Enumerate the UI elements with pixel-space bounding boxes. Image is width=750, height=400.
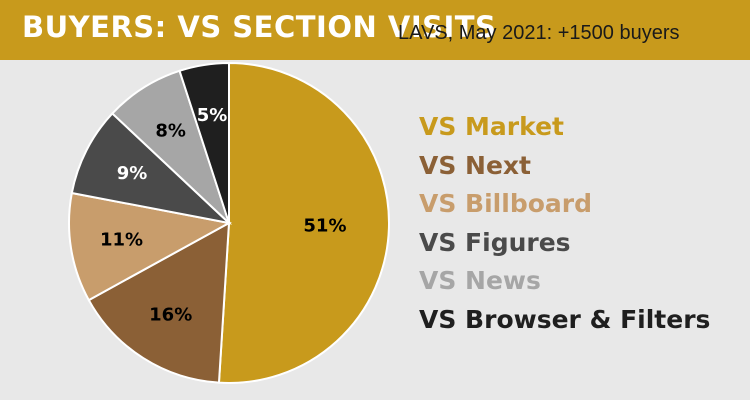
slice-label-0: 51% — [303, 216, 346, 237]
legend-entry-3: VS Figures — [419, 227, 571, 257]
header-bar: BUYERS: VS SECTION VISITS LAVS, May 2021… — [0, 0, 750, 60]
pie-slice-1 — [87, 221, 231, 384]
chart-subtitle: LAVS, May 2021: +1500 buyers — [398, 22, 680, 44]
slice-label-4: 8% — [155, 121, 186, 142]
pie-slice-5 — [178, 61, 230, 224]
chart-title: BUYERS: VS SECTION VISITS — [22, 10, 497, 44]
legend-entry-2: VS Billboard — [419, 189, 592, 218]
slice-label-5: 5% — [197, 105, 228, 126]
legend-entry-5: VS Browser & Filters — [419, 304, 711, 334]
legend-entry-4: VS News — [419, 266, 541, 295]
pie-slice-0 — [217, 61, 391, 384]
legend: VS Market VS Next VS Billboard VS Figures VS… — [419, 108, 710, 339]
slice-label-2: 11% — [100, 230, 143, 251]
slice-label-1: 16% — [149, 304, 192, 325]
pie-slice-3 — [70, 112, 233, 225]
slice-label-3: 9% — [117, 163, 148, 184]
pie-slice-2 — [68, 191, 232, 302]
pie-chart: 51% 16% 11% 9% 8% 5% — [68, 61, 391, 384]
legend-entry-0: VS Market — [419, 112, 564, 141]
legend-entry-1: VS Next — [419, 150, 532, 180]
